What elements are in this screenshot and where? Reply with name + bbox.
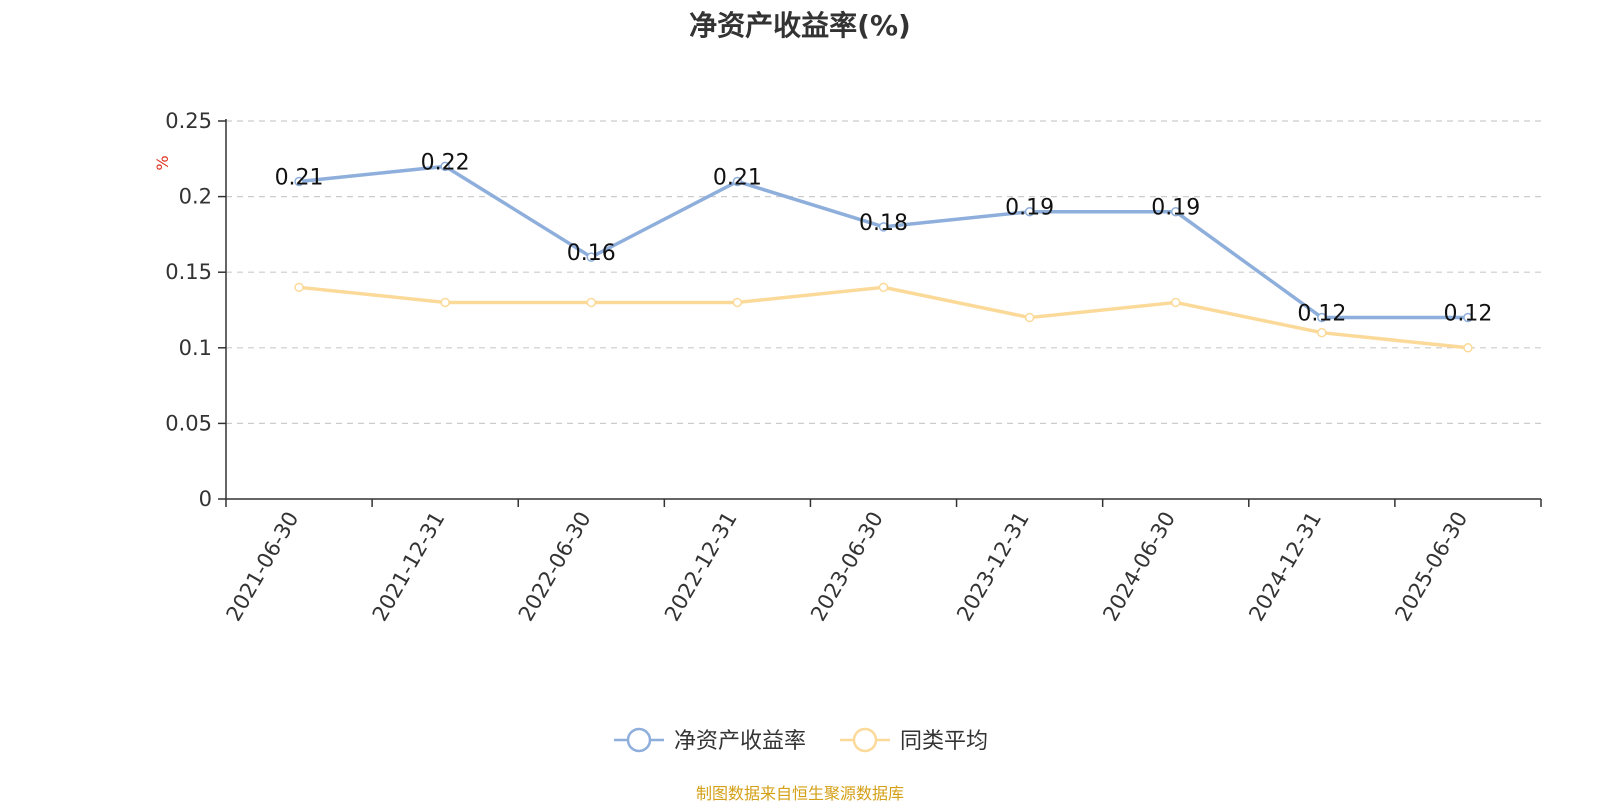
series-line [297, 164, 1470, 320]
series-lines: 0.21 0.22 0.16 0.21 0.18 0.19 0.19 0.12 0.12 [275, 150, 1493, 353]
data-label: 0.19 [1005, 196, 1054, 221]
data-point [294, 282, 304, 293]
data-label: 0.12 [1297, 302, 1346, 327]
axes [225, 119, 1541, 500]
data-point [878, 282, 889, 293]
x-tick-label: 2021-06-30 [222, 508, 304, 626]
data-point [1024, 206, 1035, 217]
chart-title: 净资产收益率(%) [689, 9, 911, 42]
legend-marker [852, 727, 878, 753]
data-point [732, 176, 743, 187]
y-tick-label: 0 [199, 487, 212, 511]
x-tick-label: 2023-06-30 [806, 508, 888, 626]
y-axis-label: % [153, 155, 172, 170]
data-label: 0.22 [421, 150, 470, 175]
data-point [1170, 206, 1181, 217]
data-point [1024, 312, 1035, 323]
data-source-note: 制图数据来自恒生聚源数据库 [695, 784, 904, 803]
x-tick-label: 2021-12-31 [368, 507, 450, 625]
data-label: 0.21 [713, 165, 762, 190]
legend-label: 净资产收益率 [674, 729, 806, 754]
data-point [1317, 327, 1327, 338]
data-label: 0.19 [1151, 196, 1200, 221]
x-tick-label: 2025-06-30 [1390, 508, 1472, 626]
y-tick-label: 0.25 [165, 109, 212, 133]
legend-label: 同类平均 [900, 729, 988, 754]
data-point [878, 222, 889, 232]
data-point [732, 297, 743, 308]
data-point [1463, 312, 1473, 323]
y-axis-ticks: 0 0.05 0.1 0.15 0.2 0.25 [165, 109, 226, 511]
legend: 净资产收益率 同类平均 [614, 727, 988, 754]
data-point [586, 252, 597, 262]
data-point [440, 297, 450, 308]
data-point [1317, 312, 1327, 323]
legend-item-1: 净资产收益率 [614, 727, 806, 754]
legend-item-2: 同类平均 [840, 727, 988, 754]
x-axis-ticks: 2021-06-30 2021-12-31 2022-06-30 2022-12-31… [222, 499, 1542, 626]
legend-marker [626, 727, 652, 753]
y-tick-label: 0.2 [179, 185, 212, 209]
data-label: 0.12 [1443, 302, 1492, 327]
data-label: 0.16 [567, 241, 616, 266]
data-point [1170, 297, 1181, 308]
series-2 [294, 282, 1473, 353]
data-point [294, 176, 304, 187]
x-tick-label: 2024-06-30 [1098, 508, 1180, 626]
x-tick-label: 2022-12-31 [660, 508, 742, 626]
x-tick-label: 2024-12-31 [1244, 508, 1326, 626]
data-point [586, 297, 597, 308]
y-tick-label: 0.15 [165, 260, 212, 284]
data-label: 0.21 [275, 165, 324, 190]
data-point [1463, 343, 1473, 353]
data-label: 0.18 [859, 211, 908, 236]
y-tick-label: 0.05 [165, 411, 212, 435]
y-tick-label: 0.1 [179, 336, 212, 360]
data-point [440, 161, 450, 172]
series-1: 0.21 0.22 0.16 0.21 0.18 0.19 0.19 0.12 0.12 [275, 150, 1493, 326]
x-tick-label: 2023-12-31 [952, 508, 1034, 626]
x-tick-label: 2022-06-30 [514, 508, 596, 626]
